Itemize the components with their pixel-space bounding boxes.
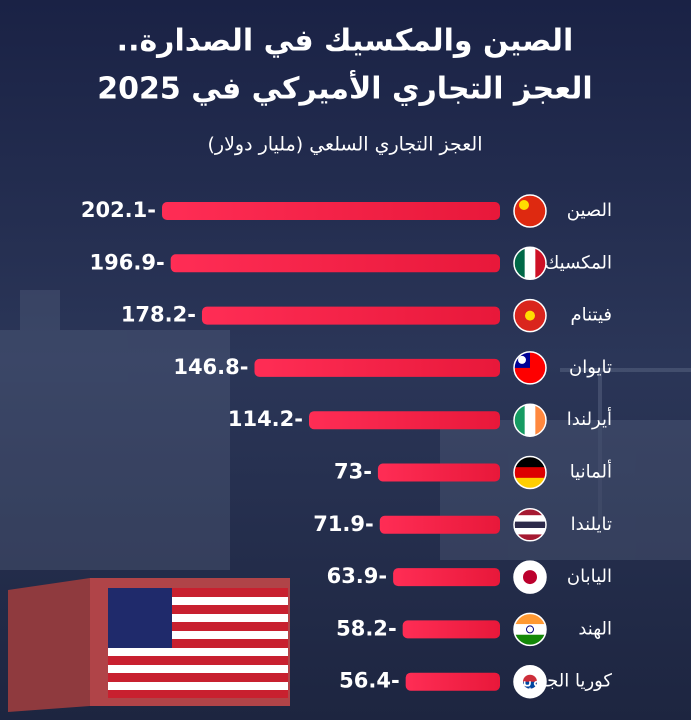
flag-border: [513, 298, 547, 333]
flag-stripe: [514, 624, 546, 636]
bar: [162, 202, 500, 220]
flag-border: [513, 508, 547, 542]
value-label: -71.9: [313, 512, 374, 536]
bar: [170, 254, 500, 273]
flag-border: [513, 612, 547, 647]
flag-icon: [513, 508, 547, 542]
category-label: كوريا الجنوبية: [512, 671, 612, 692]
flag-icon: [513, 298, 547, 333]
flag-icon: [513, 560, 547, 594]
value-label: -73: [334, 460, 372, 484]
bar: [393, 568, 500, 587]
flag-stripe: [514, 195, 546, 227]
value-label: -178.2: [121, 303, 196, 327]
flag-stripe: [514, 508, 546, 516]
chart-title: العجز التجاري الأميركي في 2025: [97, 70, 592, 107]
category-label: اليابان: [567, 566, 612, 587]
value-label: -63.9: [327, 564, 388, 588]
category-label: الصين: [567, 200, 612, 221]
value-label: -114.2: [228, 407, 303, 431]
category-label: فيتنام: [570, 305, 612, 326]
chart-subtitle: العجز التجاري السلعي (مليار دولار): [208, 134, 483, 156]
flag-stripe: [514, 467, 546, 479]
category-label: المكسيك: [545, 252, 613, 273]
value-label: -146.8: [173, 355, 248, 379]
flag-wheel: [526, 625, 534, 634]
flag-stripe: [514, 534, 546, 541]
flag-stripe: [514, 521, 546, 529]
flag-stripe: [524, 404, 536, 437]
bar: [201, 306, 500, 325]
flag-stripe: [514, 528, 546, 535]
flag-disc: [523, 570, 537, 585]
flag-border: [513, 664, 547, 699]
container-illustration: [8, 578, 290, 712]
value-label: -196.9: [90, 250, 165, 274]
flag-icon: [513, 664, 547, 699]
flag-border: [513, 560, 547, 594]
port-silhouette: [0, 290, 691, 570]
flag-stripe: [514, 634, 546, 646]
flag-icon: [513, 351, 547, 385]
flag-border: [513, 403, 547, 437]
bar: [379, 515, 500, 534]
flag-stripe: [514, 456, 546, 468]
flag-stripe: [535, 247, 546, 280]
flag-border: [513, 351, 547, 385]
flag-icon: [513, 455, 547, 490]
flag-star: [519, 200, 529, 210]
flag-star: [525, 310, 535, 321]
category-label: ألمانيا: [570, 460, 612, 483]
flag-border: [513, 194, 547, 228]
bar: [254, 358, 500, 377]
flag-icon: [513, 403, 547, 437]
category-label: أيرلندا: [567, 407, 612, 430]
bar: [309, 411, 500, 430]
flag-sun: [518, 355, 526, 364]
flag-border: [513, 246, 547, 281]
flag-icon: [513, 194, 547, 228]
category-label: تايوان: [569, 357, 612, 378]
flag-stripe: [514, 247, 526, 280]
flag-yang: [523, 681, 537, 689]
value-label: -202.1: [81, 198, 156, 222]
flag-stripe: [514, 404, 526, 437]
flag-stripe: [524, 247, 536, 280]
flag-icon: [513, 612, 547, 647]
flag-stripe: [514, 515, 546, 523]
bar: [405, 672, 500, 691]
bar: [402, 620, 500, 639]
bar: [377, 463, 500, 482]
value-label: -56.4: [339, 669, 400, 693]
flag-icon: [513, 246, 547, 281]
flag-border: [513, 455, 547, 490]
category-label: تايلندا: [571, 514, 612, 535]
flag-stripe: [514, 613, 546, 625]
category-label: الهند: [578, 618, 612, 639]
flag-stripe: [514, 477, 546, 489]
chart-title: الصين والمكسيك في الصدارة..: [117, 24, 574, 59]
flag-stripe: [535, 404, 546, 437]
value-label: -58.2: [336, 616, 397, 640]
